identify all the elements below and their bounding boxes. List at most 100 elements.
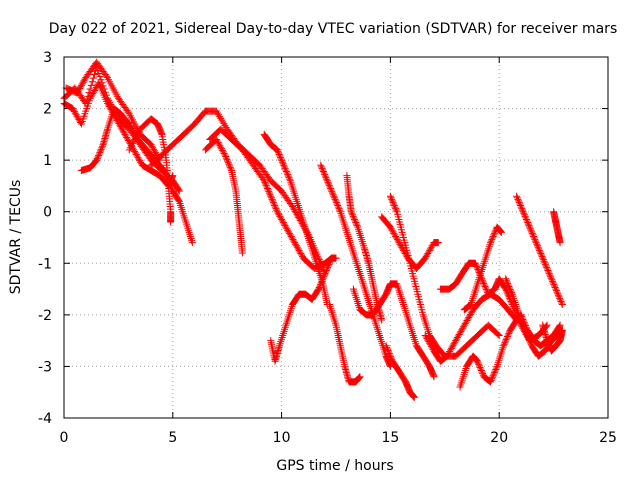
data-point (462, 318, 470, 326)
data-point (273, 206, 281, 214)
data-point (284, 171, 292, 179)
data-point (267, 194, 275, 202)
data-point (545, 270, 553, 278)
y-tick-label: 3 (43, 50, 52, 66)
data-point (394, 237, 402, 245)
data-point (120, 129, 128, 137)
data-point (515, 198, 523, 206)
data-point (521, 212, 529, 220)
data-point (297, 249, 305, 257)
data-point (505, 282, 513, 290)
chart-title: Day 022 of 2021, Sidereal Day-to-day VTE… (49, 21, 617, 37)
data-point (296, 248, 304, 256)
series-arc-20 (456, 311, 525, 391)
data-point (390, 229, 398, 237)
data-point (473, 357, 481, 365)
data-point (392, 232, 400, 240)
data-point (444, 351, 452, 359)
data-point (535, 245, 543, 253)
data-point (263, 185, 271, 193)
data-point (322, 268, 330, 276)
data-point (332, 254, 340, 262)
data-point (123, 133, 131, 141)
data-point (390, 202, 398, 210)
data-point (385, 348, 393, 356)
data-point (77, 83, 85, 91)
data-point (539, 254, 547, 262)
data-point (276, 152, 284, 160)
data-point (129, 126, 137, 134)
data-point (283, 169, 291, 177)
data-point (96, 148, 104, 156)
data-point (430, 373, 438, 381)
data-point (125, 120, 133, 128)
data-point (335, 205, 343, 213)
data-point (284, 226, 292, 234)
data-point (276, 212, 284, 220)
data-point (449, 341, 457, 349)
data-point (473, 262, 481, 270)
data-point (269, 198, 277, 206)
data-point (426, 339, 434, 347)
data-point (218, 145, 226, 153)
data-point (280, 163, 288, 171)
data-point (147, 141, 155, 149)
data-point (151, 147, 159, 155)
data-point (78, 80, 86, 88)
data-point (388, 226, 396, 234)
data-point (238, 249, 246, 257)
series-arc-8 (206, 125, 336, 272)
data-point (266, 191, 274, 199)
data-point (349, 212, 357, 220)
data-point (217, 143, 225, 151)
data-point (225, 160, 233, 168)
data-point (518, 312, 526, 320)
data-point (378, 316, 386, 324)
data-point (226, 162, 234, 170)
data-point (474, 359, 482, 367)
data-point (275, 211, 283, 219)
data-point (98, 144, 106, 152)
data-point (136, 157, 144, 165)
data-point (451, 338, 459, 346)
data-point (104, 99, 112, 107)
data-point (461, 320, 469, 328)
data-point (424, 336, 432, 344)
data-point (495, 331, 503, 339)
data-point (327, 186, 335, 194)
data-point (334, 202, 342, 210)
data-point (298, 251, 306, 259)
data-point (77, 118, 85, 126)
data-point (547, 274, 555, 282)
data-point (426, 341, 434, 349)
data-point (524, 219, 532, 227)
data-point (119, 127, 127, 135)
data-point (124, 108, 132, 116)
data-point (504, 331, 512, 339)
data-point (541, 260, 549, 268)
data-point (133, 152, 141, 160)
data-point (422, 253, 430, 261)
data-point (446, 346, 454, 354)
y-tick-label: -4 (38, 411, 52, 427)
data-point (293, 243, 301, 251)
data-point (124, 137, 132, 145)
data-point (96, 73, 104, 81)
data-point (426, 246, 434, 254)
series-arc-26 (539, 321, 566, 355)
data-point (212, 107, 220, 115)
data-point (522, 214, 530, 222)
data-point (387, 353, 395, 361)
data-point (265, 189, 273, 197)
data-point (315, 285, 323, 293)
data-point (277, 155, 285, 163)
data-point (118, 126, 126, 134)
data-point (558, 326, 566, 334)
series-arc-16 (382, 342, 418, 401)
data-point (455, 330, 463, 338)
data-point (97, 145, 105, 153)
data-point (517, 202, 525, 210)
data-point (86, 94, 94, 102)
data-point (453, 334, 461, 342)
data-point (528, 229, 536, 237)
